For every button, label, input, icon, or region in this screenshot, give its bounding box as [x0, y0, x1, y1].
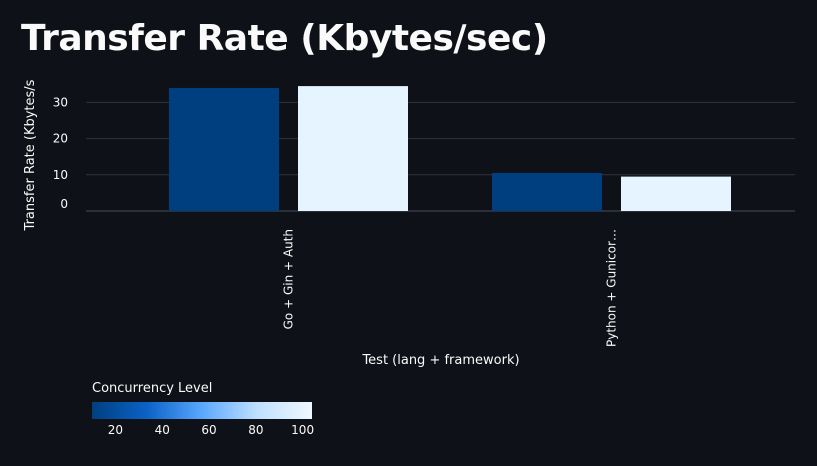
bar-1-1: [621, 176, 731, 211]
bar-0-0: [169, 87, 279, 211]
legend-tick-60: 60: [201, 423, 216, 437]
x-tick-labels: Go + Gin + Auth Python + Gunicor…: [282, 229, 619, 347]
legend-tick-80: 80: [248, 423, 263, 437]
legend-title: Concurrency Level: [92, 381, 212, 396]
y-tick-label-30: 30: [53, 95, 68, 109]
bar-1-0: [492, 172, 602, 211]
y-tick-labels: 0 10 20 30: [53, 95, 68, 211]
legend-tick-100: 100: [291, 423, 314, 437]
y-tick-label-20: 20: [53, 132, 68, 146]
legend-gradient-bar: [92, 402, 312, 419]
bars: [169, 86, 731, 211]
y-tick-label-0: 0: [60, 197, 68, 211]
color-legend: Concurrency Level 20 40 60 80 100: [92, 381, 314, 437]
x-tick-label-0: Go + Gin + Auth: [282, 229, 296, 329]
bar-0-1: [298, 86, 408, 211]
legend-tick-20: 20: [108, 423, 123, 437]
x-axis-title: Test (lang + framework): [361, 353, 519, 368]
page-title: Transfer Rate (Kbytes/sec): [21, 18, 548, 59]
y-tick-label-10: 10: [53, 168, 68, 182]
y-axis-title: Transfer Rate (Kbytes/s: [23, 79, 38, 231]
x-tick-label-1: Python + Gunicor…: [605, 229, 619, 347]
legend-tick-40: 40: [155, 423, 170, 437]
